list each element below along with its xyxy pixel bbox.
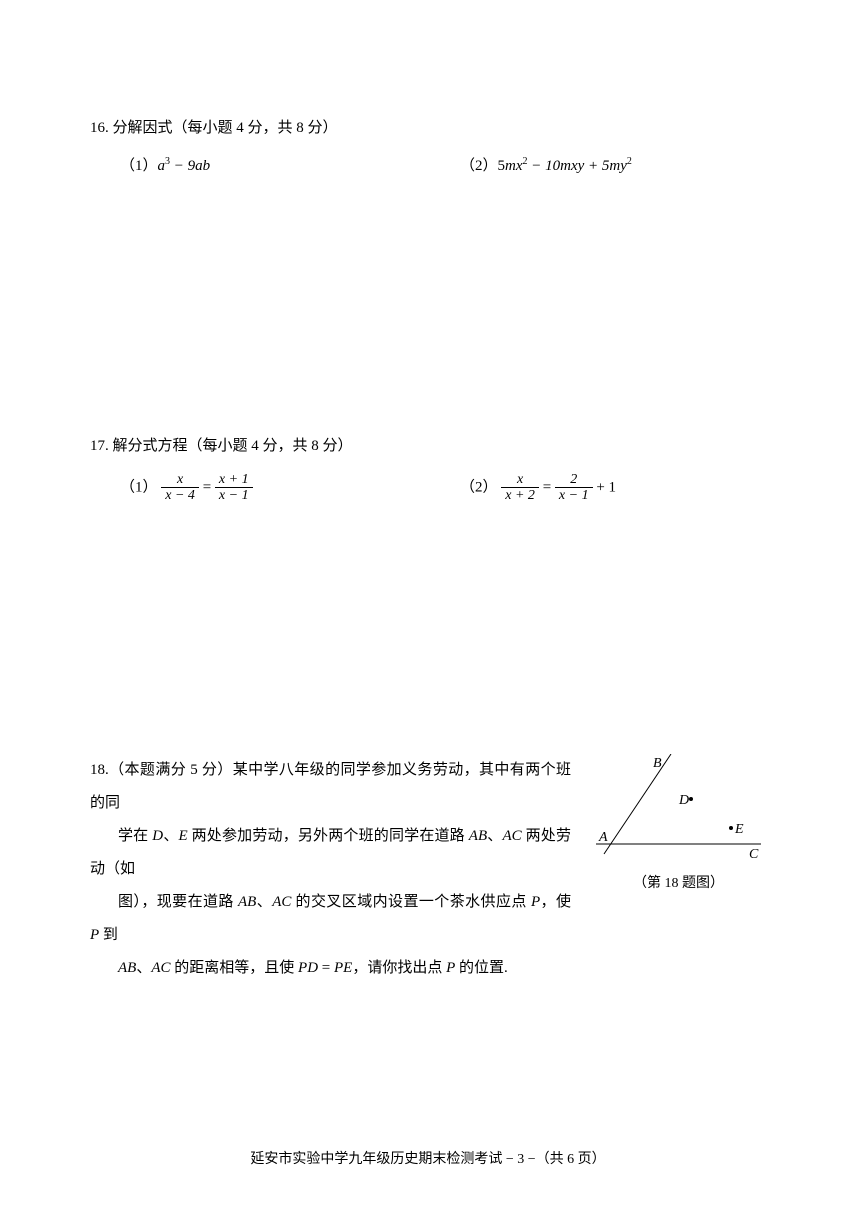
q18-l4P: P (446, 960, 455, 976)
q18-l4e: 的位置. (455, 960, 508, 976)
q18-l2a: 学在 (118, 828, 152, 844)
q16-sub2-v3: my (609, 158, 627, 174)
q17-sub2-f2n: 2 (555, 472, 593, 488)
q18-caption: （第 18 题图） (591, 872, 766, 892)
q17-title: 解分式方程（每小题 4 分，共 8 分） (113, 438, 353, 454)
q18-l2E: E (179, 828, 188, 844)
q16-sub2: （2）5mx2 − 10mxy + 5my2 (460, 154, 766, 178)
q16-subrow: （1）a3 − 9ab （2）5mx2 − 10mxy + 5my2 (120, 154, 766, 178)
q18-prefix: （本题满分 5 分） (109, 762, 233, 778)
label-b: B (653, 756, 662, 771)
q17-content: （1） x x − 4 = x + 1 x − 1 （2） x x (90, 472, 766, 504)
q18-l3c: 的交叉区域内设置一个茶水供应点 (291, 894, 531, 910)
q17-sub1-f1d: x − 4 (161, 488, 199, 503)
q17-sub2-label: （2） (460, 479, 498, 495)
geometry-diagram: A B C D E (591, 754, 766, 864)
point-d (689, 797, 693, 801)
label-c: C (749, 847, 759, 862)
q18-l4c: = (318, 960, 334, 976)
q18-figure: A B C D E （第 18 题图） (591, 754, 766, 892)
q16-number: 16. (90, 120, 109, 136)
q18-l4AB: AB (118, 960, 136, 976)
q17-sub2: （2） x x + 2 = 2 x − 1 + 1 (460, 472, 766, 504)
q18-l3d: ，使 (540, 894, 571, 910)
q18-l4d: ，请你找出点 (352, 960, 446, 976)
label-e: E (734, 822, 744, 837)
q18-l4PE: PE (334, 960, 352, 976)
question-17: 17. 解分式方程（每小题 4 分，共 8 分） （1） x x − 4 = x… (90, 433, 766, 504)
q16-sub2-label: （2） (460, 158, 498, 174)
q18-body: 18.（本题满分 5 分）某中学八年级的同学参加义务劳动，其中有两个班的同 学在… (90, 754, 571, 985)
q18-l2AC: AC (503, 828, 522, 844)
q17-sub1-f2d: x − 1 (215, 488, 253, 503)
q17-number: 17. (90, 438, 109, 454)
q18-l3a: 图），现要在道路 (118, 894, 238, 910)
q18-l4b: 的距离相等，且使 (171, 960, 299, 976)
q18-l2AB: AB (469, 828, 487, 844)
question-18: 18.（本题满分 5 分）某中学八年级的同学参加义务劳动，其中有两个班的同 学在… (90, 754, 766, 985)
page-footer: 延安市实验中学九年级历史期末检测考试 − 3 −（共 6 页） (0, 1148, 856, 1168)
q18-number: 18. (90, 762, 109, 778)
q18-wrapper: 18.（本题满分 5 分）某中学八年级的同学参加义务劳动，其中有两个班的同 学在… (90, 754, 766, 985)
point-e (729, 826, 733, 830)
q17-sub2-frac1: x x + 2 (501, 472, 539, 504)
q18-l3AB: AB (238, 894, 256, 910)
q17-sub2-f1n: x (501, 472, 539, 488)
page-container: 16. 分解因式（每小题 4 分，共 8 分） （1）a3 − 9ab （2）5… (0, 0, 856, 985)
q17-sub2-f1d: x + 2 (501, 488, 539, 503)
q18-text: 18.（本题满分 5 分）某中学八年级的同学参加义务劳动，其中有两个班的同 学在… (90, 754, 591, 985)
q16-sub1-label: （1） (120, 158, 158, 174)
q17-sub1: （1） x x − 4 = x + 1 x − 1 (120, 472, 460, 504)
q17-sub1-label: （1） (120, 479, 158, 495)
q17-sub1-frac2: x + 1 x − 1 (215, 472, 253, 504)
q17-sub2-tail: + 1 (596, 479, 616, 495)
q18-l2D: D (152, 828, 163, 844)
q17-sub1-frac1: x x − 4 (161, 472, 199, 504)
q17-sub1-eq: = (203, 479, 215, 495)
q18-l4AC: AC (151, 960, 170, 976)
q16-sub2-s2: 2 (627, 156, 632, 167)
q18-l3P1: P (531, 894, 540, 910)
q18-l3P2: P (90, 927, 99, 943)
q18-l3b: 、 (256, 894, 272, 910)
q18-l3e: 到 (99, 927, 118, 943)
q18-l2c: 两处参加劳动，另外两个班的同学在道路 (188, 828, 469, 844)
label-a: A (598, 830, 608, 845)
q18-l2d: 、 (487, 828, 502, 844)
question-16: 16. 分解因式（每小题 4 分，共 8 分） （1）a3 − 9ab （2）5… (90, 115, 766, 178)
q16-sub2-mid: − 10 (528, 158, 561, 174)
q17-sub2-f2d: x − 1 (555, 488, 593, 503)
q16-title: 分解因式（每小题 4 分，共 8 分） (113, 120, 338, 136)
label-d: D (678, 793, 689, 808)
q17-sub1-f2n: x + 1 (215, 472, 253, 488)
q16-sub2-v2: mxy (560, 158, 584, 174)
q16-sub2-c1: 5 (498, 158, 506, 174)
q16-header: 16. 分解因式（每小题 4 分，共 8 分） (90, 115, 766, 142)
q16-sub1: （1）a3 − 9ab (120, 154, 460, 178)
q16-content: （1）a3 − 9ab （2）5mx2 − 10mxy + 5my2 (90, 154, 766, 178)
q16-sub2-plus: + 5 (584, 158, 609, 174)
q17-sub2-frac2: 2 x − 1 (555, 472, 593, 504)
q16-sub1-a: a (158, 158, 166, 174)
q17-subrow: （1） x x − 4 = x + 1 x − 1 （2） x x (120, 472, 766, 504)
q18-l4a: 、 (136, 960, 151, 976)
q18-l2b: 、 (163, 828, 178, 844)
q18-l4PD: PD (298, 960, 318, 976)
q16-sub2-v1: mx (505, 158, 523, 174)
q18-l3AC: AC (272, 894, 291, 910)
q16-sub1-rest: − 9ab (170, 158, 210, 174)
q17-sub1-f1n: x (161, 472, 199, 488)
q17-sub2-eq: = (543, 479, 555, 495)
q17-header: 17. 解分式方程（每小题 4 分，共 8 分） (90, 433, 766, 460)
